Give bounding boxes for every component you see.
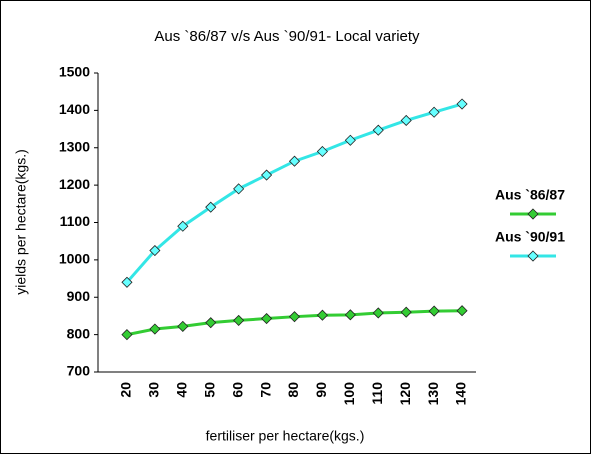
legend-label: Aus `86/87 (495, 187, 565, 203)
marker (121, 329, 133, 341)
marker (428, 106, 440, 118)
x-tick-label: 100 (341, 382, 357, 406)
legend-label: Aus `90/91 (495, 229, 565, 245)
y-axis-label: yields per hectare(kgs.) (13, 149, 29, 295)
marker (205, 201, 217, 213)
y-tick-label: 900 (67, 288, 91, 304)
marker (372, 124, 384, 136)
marker (288, 155, 301, 167)
marker (121, 276, 133, 288)
x-tick-label: 130 (425, 382, 441, 406)
marker (261, 169, 273, 181)
x-tick-label: 70 (257, 382, 273, 398)
marker (177, 220, 189, 232)
x-tick-label: 140 (453, 382, 469, 406)
marker (177, 320, 189, 332)
x-tick-label: 80 (285, 382, 301, 398)
y-tick-label: 1100 (60, 213, 91, 229)
legend-marker (527, 250, 539, 262)
marker (233, 314, 245, 326)
x-tick-label: 120 (397, 382, 413, 406)
marker (288, 311, 301, 323)
y-tick-label: 1200 (59, 176, 90, 192)
marker (372, 307, 384, 319)
x-tick-label: 60 (229, 382, 245, 398)
y-tick-label: 700 (67, 363, 91, 379)
y-tick-label: 1300 (59, 138, 90, 154)
marker (400, 306, 412, 318)
chart-title: Aus `86/87 v/s Aus `90/91- Local variety (154, 28, 420, 45)
x-axis-label: fertiliser per hectare(kgs.) (206, 428, 365, 444)
marker (344, 134, 356, 146)
x-tick-label: 20 (118, 382, 134, 398)
y-tick-label: 1000 (59, 251, 90, 267)
marker (233, 183, 245, 195)
y-tick-label: 800 (67, 325, 91, 341)
x-tick-label: 50 (201, 382, 217, 398)
marker (316, 309, 328, 321)
marker (456, 98, 468, 110)
y-tick-label: 1400 (59, 101, 90, 117)
x-tick-label: 90 (313, 382, 329, 398)
y-tick-label: 1500 (59, 64, 90, 80)
legend-marker (527, 208, 539, 220)
x-tick-label: 30 (146, 382, 162, 398)
x-tick-label: 40 (174, 382, 190, 398)
marker (456, 305, 468, 317)
marker (261, 312, 273, 325)
marker (344, 309, 356, 321)
marker (428, 305, 440, 317)
marker (205, 317, 217, 329)
marker (149, 323, 161, 335)
marker (400, 114, 412, 127)
marker (149, 244, 161, 257)
x-tick-label: 110 (369, 382, 385, 405)
marker (316, 145, 328, 158)
